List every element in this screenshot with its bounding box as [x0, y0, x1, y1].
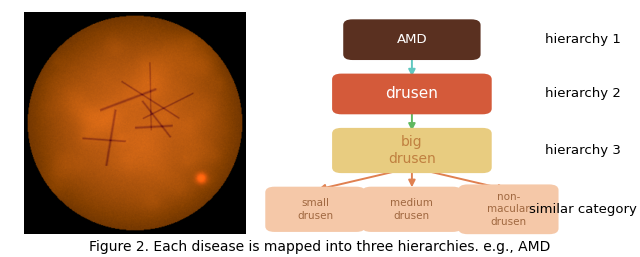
Text: hierarchy 3: hierarchy 3	[545, 144, 621, 157]
Text: hierarchy 1: hierarchy 1	[545, 33, 621, 46]
FancyBboxPatch shape	[265, 187, 365, 232]
FancyBboxPatch shape	[332, 74, 492, 114]
Text: hierarchy 2: hierarchy 2	[545, 87, 621, 100]
FancyBboxPatch shape	[343, 19, 481, 60]
Text: Figure 2. Each disease is mapped into three hierarchies. e.g., AMD: Figure 2. Each disease is mapped into th…	[90, 241, 550, 254]
Text: big
drusen: big drusen	[388, 135, 436, 166]
FancyBboxPatch shape	[332, 128, 492, 173]
Text: similar category: similar category	[529, 203, 637, 216]
Text: drusen: drusen	[385, 86, 438, 102]
FancyBboxPatch shape	[458, 185, 559, 234]
Text: non-
macular
drusen: non- macular drusen	[487, 192, 530, 227]
Text: small
drusen: small drusen	[298, 198, 333, 221]
Text: medium
drusen: medium drusen	[390, 198, 433, 221]
Text: AMD: AMD	[397, 33, 428, 46]
FancyBboxPatch shape	[362, 187, 462, 232]
